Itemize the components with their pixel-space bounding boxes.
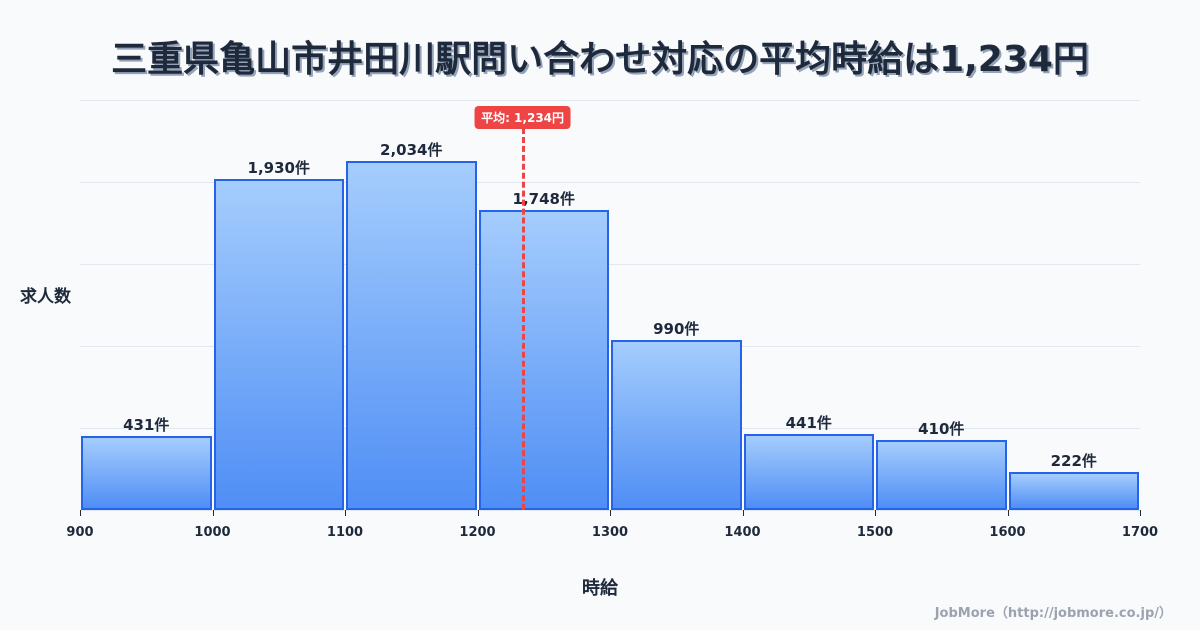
histogram-bar bbox=[346, 161, 477, 510]
bar-value-label: 222件 bbox=[1050, 451, 1097, 470]
histogram-bar bbox=[611, 340, 742, 510]
x-axis-label: 時給 bbox=[582, 578, 618, 599]
x-tick bbox=[212, 510, 214, 516]
x-tick bbox=[742, 510, 744, 516]
x-tick bbox=[80, 510, 81, 516]
gridline bbox=[80, 100, 1140, 101]
histogram-bar bbox=[213, 178, 344, 510]
chart-title: 三重県亀山市井田川駅問い合わせ対応の平均時給は1,234円 bbox=[111, 39, 1089, 80]
x-tick bbox=[875, 510, 876, 516]
histogram-bar bbox=[743, 434, 874, 510]
histogram-bar bbox=[478, 210, 609, 510]
average-badge: 平均: 1,234円 bbox=[474, 106, 572, 129]
x-tick bbox=[477, 510, 479, 516]
gridline bbox=[80, 428, 1140, 429]
bar-value-label: 431件 bbox=[123, 416, 170, 435]
histogram-bar bbox=[876, 439, 1007, 510]
x-tick-label: 1600 bbox=[989, 525, 1026, 540]
plot-area: 431件 1,930件 2,034件 1,748件 990件 441件 410件 222件 bbox=[80, 100, 1140, 511]
x-tick-label: 1000 bbox=[194, 525, 231, 540]
x-tick bbox=[1007, 510, 1009, 516]
x-tick bbox=[1140, 510, 1141, 516]
x-tick bbox=[610, 510, 611, 516]
x-tick-label: 1200 bbox=[459, 525, 496, 540]
histogram-bar bbox=[81, 436, 212, 510]
source-credit: JobMore（http://jobmore.co.jp/） bbox=[934, 606, 1172, 621]
histogram-bar bbox=[1008, 471, 1139, 510]
x-tick-label: 1300 bbox=[591, 525, 629, 540]
gridline bbox=[80, 346, 1140, 347]
bar-value-label: 441件 bbox=[785, 414, 832, 433]
y-axis-label: 求人数 bbox=[20, 287, 71, 307]
gridline bbox=[80, 264, 1140, 265]
bar-value-label: 1,748件 bbox=[512, 190, 575, 209]
x-tick bbox=[345, 510, 346, 516]
bar-value-label: 1,930件 bbox=[247, 158, 310, 177]
x-tick-label: 900 bbox=[66, 525, 94, 540]
gridline bbox=[80, 182, 1140, 183]
x-tick-label: 1400 bbox=[724, 525, 761, 540]
average-line bbox=[521, 128, 525, 510]
bar-value-label: 990件 bbox=[653, 320, 700, 339]
bar-value-label: 410件 bbox=[918, 419, 965, 438]
x-tick-label: 1100 bbox=[326, 525, 364, 540]
x-tick-label: 1500 bbox=[856, 525, 894, 540]
x-tick-label: 1700 bbox=[1121, 525, 1159, 540]
bar-value-label: 2,034件 bbox=[380, 141, 443, 160]
